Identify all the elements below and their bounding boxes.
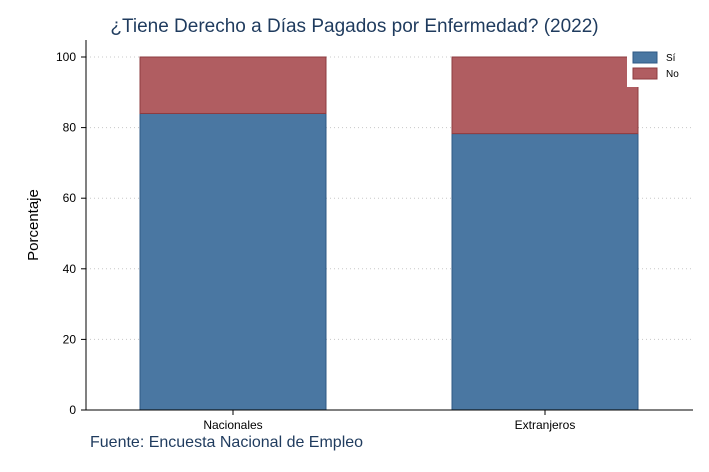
legend-label: No: [666, 69, 679, 80]
y-axis-title: Porcentaje: [25, 189, 42, 261]
y-tick-label: 20: [63, 332, 77, 346]
y-tick-label: 60: [63, 191, 77, 205]
source-note: Fuente: Encuesta Nacional de Empleo: [90, 434, 364, 451]
legend-swatch: [632, 51, 658, 64]
legend: Sí No: [627, 47, 691, 87]
y-tick-label: 40: [63, 262, 77, 276]
bars-group: [139, 56, 639, 411]
bar-segment: [139, 112, 327, 411]
bar-segment: [139, 56, 327, 114]
x-tick-label: Nacionales: [203, 418, 262, 432]
y-tick-label: 80: [63, 121, 77, 135]
chart-title: ¿Tiene Derecho a Días Pagados por Enferm…: [110, 16, 599, 37]
x-tick-label: Extranjeros: [515, 418, 576, 432]
y-ticks: 0 20 40 60 80 100: [56, 50, 86, 417]
bar-segment: [451, 133, 639, 411]
y-tick-label: 0: [69, 403, 76, 417]
x-ticks: Nacionales Extranjeros: [203, 410, 575, 432]
axes-group: [85, 40, 693, 411]
legend-label: Sí: [666, 53, 676, 64]
y-tick-label: 100: [56, 50, 76, 64]
legend-swatch: [632, 67, 658, 80]
bar-segment: [451, 56, 639, 135]
